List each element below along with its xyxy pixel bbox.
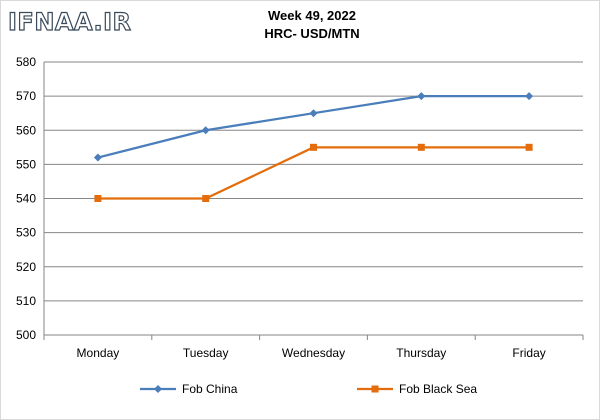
- y-tick-label: 510: [16, 294, 36, 308]
- data-point: [417, 92, 426, 101]
- y-tick-label: 560: [16, 123, 36, 137]
- series-line-2: [97, 146, 530, 200]
- data-point: [94, 195, 102, 202]
- chart-subtitle: HRC- USD/MTN: [264, 26, 359, 41]
- legend-label: Fob Black Sea: [399, 382, 477, 396]
- x-tick-label: Wednesday: [282, 346, 345, 360]
- legend-label: Fob China: [182, 382, 238, 396]
- data-point: [93, 153, 102, 162]
- plot-area: 500 510 520 530 540 550 560 570 580 Monday Tuesday…: [16, 55, 584, 360]
- data-point: [525, 143, 533, 151]
- y-tick-label: 570: [16, 89, 36, 103]
- y-tick-label: 580: [16, 55, 36, 69]
- y-tick-label: 540: [16, 192, 36, 206]
- data-point: [202, 195, 210, 202]
- x-tick-label: Tuesday: [183, 346, 229, 360]
- y-tick-label: 500: [16, 328, 36, 342]
- x-tick-label: Friday: [512, 346, 545, 360]
- data-point: [201, 126, 210, 135]
- watermark-logo: IFNAA.IR: [7, 7, 132, 36]
- data-point: [417, 143, 425, 151]
- data-point: [309, 109, 318, 118]
- legend-marker: [154, 385, 162, 393]
- data-point: [525, 92, 534, 101]
- y-tick-label: 550: [16, 157, 36, 171]
- y-tick-label: 530: [16, 226, 36, 240]
- legend: Fob China Fob Black Sea: [140, 382, 477, 396]
- chart-title: Week 49, 2022: [268, 8, 356, 23]
- x-tick-label: Monday: [77, 346, 120, 360]
- y-tick-label: 520: [16, 260, 36, 274]
- data-point: [310, 143, 317, 151]
- x-tick-label: Thursday: [396, 346, 446, 360]
- legend-marker: [371, 385, 379, 393]
